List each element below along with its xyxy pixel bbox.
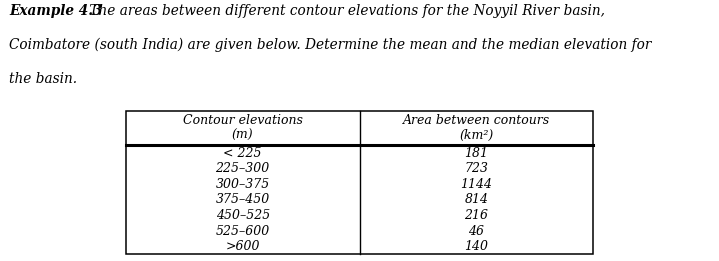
Text: >600: >600 bbox=[226, 240, 260, 253]
Text: Contour elevations: Contour elevations bbox=[183, 114, 303, 127]
Text: < 225: < 225 bbox=[224, 147, 262, 160]
Text: 46: 46 bbox=[468, 225, 485, 238]
Text: 181: 181 bbox=[464, 147, 488, 160]
Text: The areas between different contour elevations for the Noyyil River basin,: The areas between different contour elev… bbox=[85, 4, 605, 18]
Text: 1144: 1144 bbox=[460, 178, 493, 191]
Text: 375–450: 375–450 bbox=[216, 193, 270, 206]
Text: Area between contours: Area between contours bbox=[403, 114, 550, 127]
Text: (m): (m) bbox=[232, 129, 254, 142]
Text: 225–300: 225–300 bbox=[216, 162, 270, 175]
Text: 814: 814 bbox=[464, 193, 488, 206]
Text: 140: 140 bbox=[464, 240, 488, 253]
Text: 525–600: 525–600 bbox=[216, 225, 270, 238]
Text: the basin.: the basin. bbox=[9, 72, 78, 86]
Text: Example 4.3: Example 4.3 bbox=[9, 4, 103, 18]
Text: 216: 216 bbox=[464, 209, 488, 222]
Text: Coimbatore (south India) are given below. Determine the mean and the median elev: Coimbatore (south India) are given below… bbox=[9, 38, 651, 52]
Text: 723: 723 bbox=[464, 162, 488, 175]
Text: 300–375: 300–375 bbox=[216, 178, 270, 191]
Text: 450–525: 450–525 bbox=[216, 209, 270, 222]
Text: (km²): (km²) bbox=[459, 129, 493, 142]
